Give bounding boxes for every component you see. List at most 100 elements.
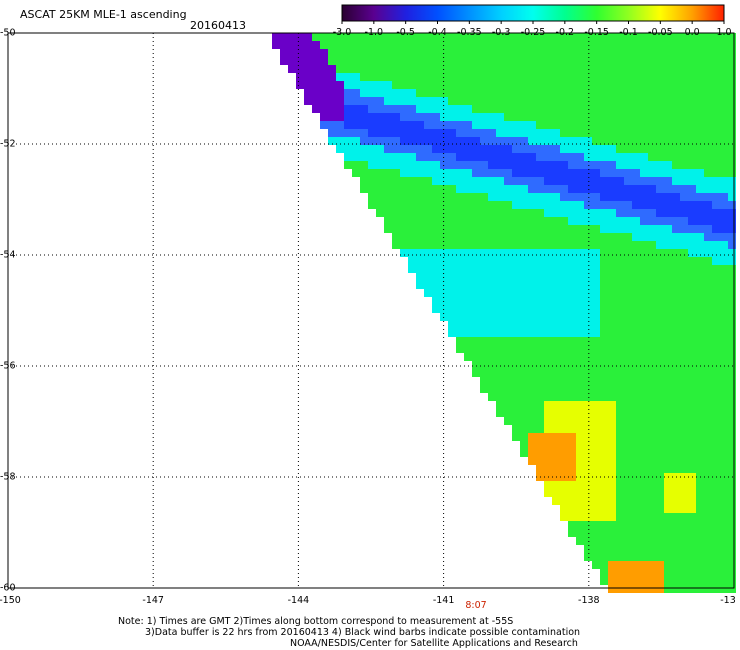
swath-cell: [400, 137, 408, 145]
swath-cell: [664, 113, 672, 121]
swath-cell: [464, 49, 472, 57]
swath-cell: [584, 41, 592, 49]
swath-cell: [720, 289, 728, 297]
lat-tick-label: -52: [0, 138, 16, 150]
swath-cell: [704, 353, 712, 361]
swath-cell: [608, 217, 616, 225]
swath-cell: [680, 41, 688, 49]
swath-cell: [472, 169, 480, 177]
swath-cell: [536, 137, 544, 145]
swath-cell: [464, 41, 472, 49]
swath-cell: [720, 537, 728, 545]
swath-cell: [672, 513, 680, 521]
swath-cell: [712, 273, 720, 281]
swath-cell: [624, 201, 632, 209]
swath-cell: [344, 73, 352, 81]
swath-cell: [728, 105, 736, 113]
swath-cell: [720, 433, 728, 441]
swath-cell: [392, 73, 400, 81]
swath-cell: [640, 289, 648, 297]
swath-cell: [312, 41, 320, 49]
swath-cell: [488, 185, 496, 193]
swath-cell: [456, 129, 464, 137]
swath-cell: [496, 233, 504, 241]
swath-cell: [664, 193, 672, 201]
swath-cell: [608, 297, 616, 305]
swath-cell: [488, 137, 496, 145]
swath-cell: [672, 433, 680, 441]
swath-cell: [360, 89, 368, 97]
swath-cell: [496, 89, 504, 97]
swath-cell: [600, 177, 608, 185]
swath-cell: [720, 153, 728, 161]
swath-cell: [488, 225, 496, 233]
swath-cell: [632, 313, 640, 321]
swath-cell: [712, 193, 720, 201]
swath-cell: [392, 137, 400, 145]
swath-cell: [424, 121, 432, 129]
swath-cell: [512, 201, 520, 209]
swath-cell: [616, 393, 624, 401]
swath-cell: [456, 257, 464, 265]
swath-cell: [512, 297, 520, 305]
swath-cell: [688, 33, 696, 41]
swath-cell: [560, 497, 568, 505]
swath-cell: [640, 529, 648, 537]
swath-cell: [544, 297, 552, 305]
swath-cell: [560, 249, 568, 257]
swath-cell: [592, 81, 600, 89]
swath-cell: [728, 265, 736, 273]
swath-cell: [584, 321, 592, 329]
swath-cell: [504, 177, 512, 185]
swath-cell: [360, 145, 368, 153]
swath-cell: [536, 249, 544, 257]
swath-cell: [712, 377, 720, 385]
swath-cell: [416, 105, 424, 113]
swath-cell: [624, 33, 632, 41]
swath-cell: [688, 321, 696, 329]
swath-cell: [496, 137, 504, 145]
swath-cell: [680, 545, 688, 553]
colorbar-tick-label: -0.3: [491, 27, 511, 38]
swath-cell: [456, 57, 464, 65]
swath-cell: [280, 33, 288, 41]
swath-cell: [616, 417, 624, 425]
swath-cell: [544, 73, 552, 81]
swath-cell: [616, 145, 624, 153]
swath-cell: [448, 297, 456, 305]
swath-cell: [528, 185, 536, 193]
swath-cell: [528, 145, 536, 153]
swath-cell: [696, 361, 704, 369]
swath-cell: [616, 321, 624, 329]
swath-cell: [680, 465, 688, 473]
swath-cell: [376, 89, 384, 97]
swath-cell: [504, 329, 512, 337]
swath-cell: [504, 353, 512, 361]
swath-cell: [504, 41, 512, 49]
swath-cell: [496, 41, 504, 49]
swath-cell: [544, 105, 552, 113]
swath-cell: [584, 153, 592, 161]
swath-cell: [592, 505, 600, 513]
swath-cell: [424, 73, 432, 81]
swath-cell: [680, 529, 688, 537]
swath-cell: [608, 401, 616, 409]
swath-cell: [576, 209, 584, 217]
swath-cell: [408, 217, 416, 225]
swath-cell: [704, 297, 712, 305]
swath-cell: [696, 545, 704, 553]
swath-cell: [544, 361, 552, 369]
swath-cell: [312, 89, 320, 97]
swath-cell: [576, 33, 584, 41]
swath-cell: [608, 449, 616, 457]
swath-cell: [656, 97, 664, 105]
swath-cell: [672, 121, 680, 129]
swath-cell: [672, 385, 680, 393]
swath-cell: [656, 65, 664, 73]
swath-cell: [496, 153, 504, 161]
swath-cell: [496, 81, 504, 89]
swath-cell: [640, 113, 648, 121]
swath-cell: [712, 585, 720, 593]
swath-cell: [584, 185, 592, 193]
swath-cell: [504, 361, 512, 369]
